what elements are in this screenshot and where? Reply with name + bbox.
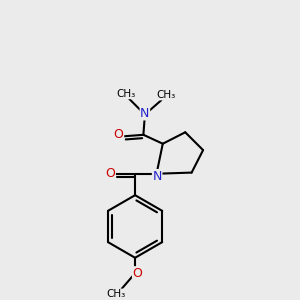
Text: O: O xyxy=(105,167,115,180)
Text: N: N xyxy=(140,107,150,120)
Text: CH₃: CH₃ xyxy=(156,90,176,100)
Text: O: O xyxy=(133,267,142,280)
Text: CH₃: CH₃ xyxy=(116,89,135,99)
Text: CH₃: CH₃ xyxy=(107,289,126,299)
Text: N: N xyxy=(152,169,162,183)
Text: O: O xyxy=(114,128,124,141)
